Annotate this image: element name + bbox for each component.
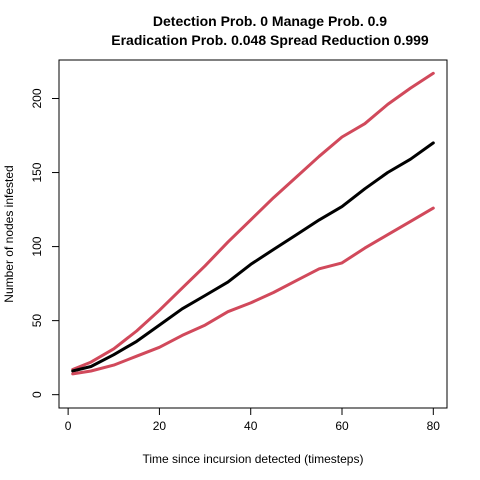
- y-tick-label: 150: [30, 162, 44, 182]
- y-tick-label: 100: [30, 236, 44, 256]
- series-line-3: [71, 206, 435, 376]
- y-tick-label: 50: [30, 314, 44, 328]
- x-tick-label: 40: [244, 419, 258, 433]
- x-axis-label: Time since incursion detected (timesteps…: [143, 452, 364, 466]
- x-tick-label: 20: [153, 419, 167, 433]
- x-tick-label: 60: [335, 419, 349, 433]
- series-layer: [71, 71, 435, 376]
- y-axis-label: Number of nodes infested: [2, 165, 16, 302]
- x-tick-label: 80: [427, 419, 441, 433]
- series-line-2: [71, 141, 435, 373]
- x-axis: 0 20 40 60 80: [65, 407, 441, 433]
- y-tick-label: 200: [30, 88, 44, 108]
- chart-title-line-2: Eradication Prob. 0.048 Spread Reduction…: [111, 32, 429, 48]
- x-tick-label: 0: [65, 419, 72, 433]
- series-line-1: [71, 71, 435, 371]
- chart-title-line-1: Detection Prob. 0 Manage Prob. 0.9: [153, 13, 387, 29]
- y-axis: 0 50 100 150 200: [30, 88, 60, 398]
- y-tick-label: 0: [30, 391, 44, 398]
